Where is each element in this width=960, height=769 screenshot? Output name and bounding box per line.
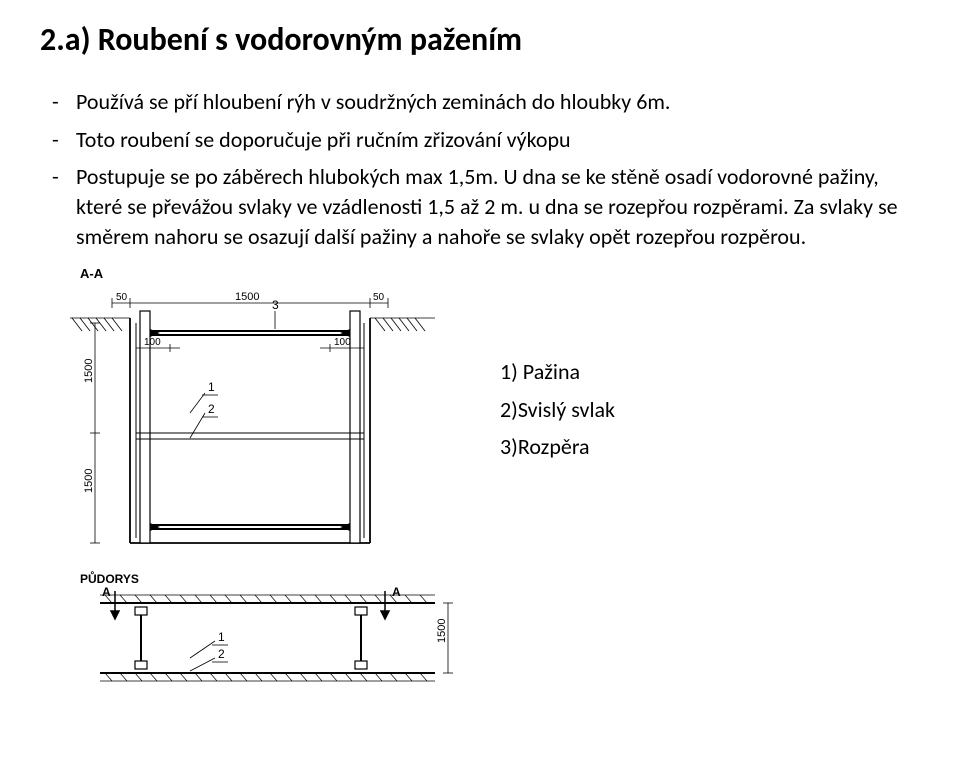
callout-text: 3	[272, 298, 279, 312]
bullet-list: Používá se pří hloubení rýh v soudržných…	[40, 87, 920, 251]
bullet-item: Toto roubení se doporučuje při ručním zř…	[52, 125, 920, 155]
dim-text: 100	[334, 337, 351, 348]
dim-text: 50	[116, 292, 128, 303]
page-title: 2.a) Roubení s vodorovným pažením	[40, 20, 920, 59]
section-cut-label: A	[102, 585, 111, 599]
technical-diagram: A-A 50 1500 50	[40, 263, 470, 688]
callout-text: 2	[218, 647, 225, 661]
section-cut-label: A	[392, 585, 401, 599]
section-label: A-A	[80, 266, 104, 281]
legend: 1) Pažina 2)Svislý svlak 3)Rozpěra	[470, 263, 920, 688]
bullet-item: Postupuje se po záběrech hlubokých max 1…	[52, 162, 920, 251]
plan-label: PŮDORYS	[80, 570, 139, 586]
legend-item: 3)Rozpěra	[500, 428, 920, 465]
legend-item: 1) Pažina	[500, 353, 920, 390]
dim-text: 1500	[83, 359, 95, 383]
dim-text: 50	[373, 292, 385, 303]
dim-text: 1500	[436, 619, 448, 643]
callout-text: 2	[208, 402, 215, 416]
dim-text: 1500	[83, 469, 95, 493]
dim-text: 100	[144, 337, 161, 348]
legend-item: 2)Svislý svlak	[500, 391, 920, 428]
callout-text: 1	[218, 630, 225, 644]
callout-text: 1	[208, 380, 215, 394]
bullet-item: Používá se pří hloubení rýh v soudržných…	[52, 87, 920, 117]
dim-text: 1500	[235, 291, 259, 303]
